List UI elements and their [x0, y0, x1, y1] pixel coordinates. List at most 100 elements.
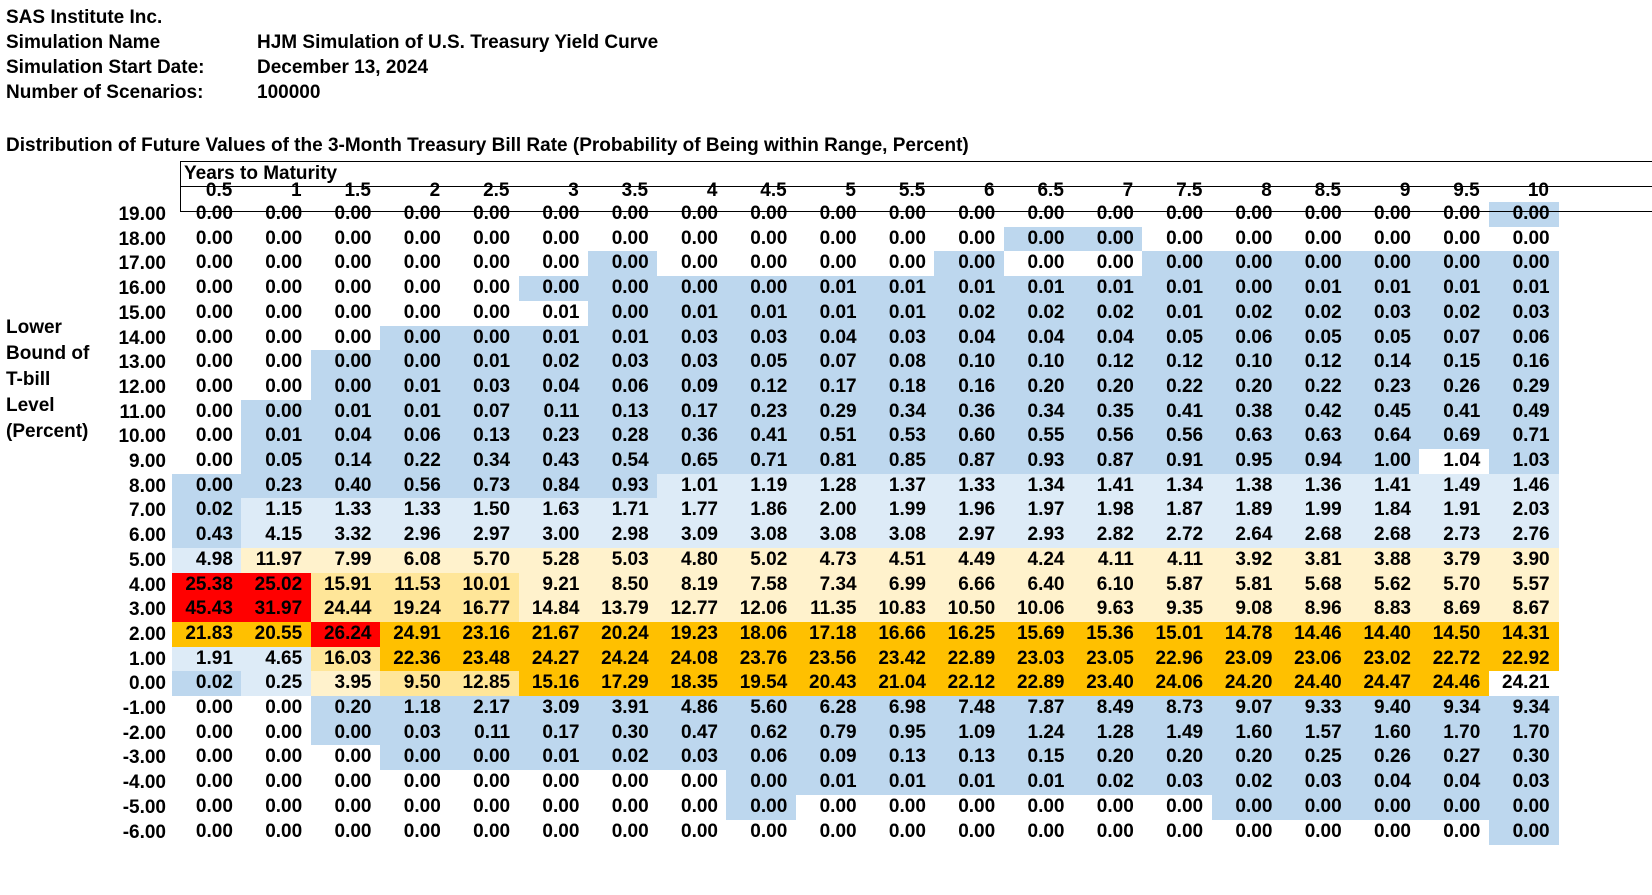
heatmap-cell: 22.36 [379, 646, 450, 672]
heatmap-cell: 0.01 [795, 770, 866, 796]
heatmap-cell: 0.22 [1142, 374, 1213, 401]
x-tick-label: 5.5 [898, 180, 926, 201]
heatmap-cell: 0.00 [1211, 819, 1282, 845]
heatmap-cell: 11.35 [795, 597, 866, 623]
heatmap-cell: 0.34 [865, 399, 935, 425]
heatmap-cell: 0.16 [934, 374, 1005, 401]
heatmap-cell: 0.00 [865, 251, 935, 277]
heatmap-cell: 24.06 [1142, 671, 1213, 697]
y-tick-label: 1.00 [129, 648, 166, 670]
heatmap-cell: 1.00 [1350, 449, 1420, 475]
y-tick-label: 2.00 [129, 623, 166, 645]
heatmap-cell: 0.00 [241, 350, 312, 376]
heatmap-cell: 1.34 [1003, 473, 1074, 499]
heatmap-cell: 0.00 [310, 794, 381, 821]
heatmap-cell: 0.20 [1211, 374, 1282, 401]
heatmap-cell: 0.00 [1488, 819, 1559, 845]
heatmap-cell: 0.00 [172, 745, 242, 771]
heatmap-cell: 0.00 [1350, 226, 1420, 252]
heatmap-cell: 0.04 [795, 325, 866, 351]
heatmap-cell: 5.68 [1280, 572, 1351, 598]
heatmap-cell: 0.01 [795, 300, 866, 327]
heatmap-cell: 0.51 [795, 424, 866, 450]
heatmap-cell: 0.03 [726, 325, 797, 351]
heatmap-cell: 0.01 [795, 276, 866, 302]
heatmap-cell: 1.46 [1488, 473, 1559, 499]
heatmap-cell: 0.00 [172, 696, 242, 722]
heatmap-cell: 15.91 [310, 572, 381, 598]
heatmap-cell: 0.06 [726, 745, 797, 771]
heatmap-cell: 0.01 [1350, 276, 1420, 302]
heatmap-cell: 0.00 [1072, 251, 1143, 277]
heatmap-cell: 0.00 [1350, 251, 1420, 277]
x-tick-label: 2.5 [483, 180, 510, 201]
heatmap-cell: 0.01 [726, 300, 797, 327]
heatmap-cell: 0.00 [310, 202, 381, 228]
heatmap-cell: 0.06 [379, 424, 450, 450]
heatmap-cell: 0.01 [1072, 276, 1143, 302]
heatmap-cell: 0.26 [1350, 745, 1420, 771]
heatmap-cell: 1.50 [449, 498, 520, 524]
heatmap-cell: 0.03 [1280, 770, 1351, 796]
heatmap-cell: 0.87 [934, 449, 1005, 475]
heatmap-cell: 0.00 [379, 226, 450, 252]
heatmap-cell: 0.94 [1280, 449, 1351, 475]
heatmap-cell: 17.29 [587, 671, 658, 697]
x-tick-label: 8.5 [1314, 180, 1342, 201]
heatmap-cell: 0.00 [1003, 251, 1074, 277]
heatmap-cell: 0.00 [1419, 251, 1490, 277]
heatmap-cell: 0.00 [310, 770, 381, 796]
heatmap-cell: 0.02 [1280, 300, 1351, 327]
simulation-name-label: Simulation Name [6, 32, 161, 53]
simulation-name-value: HJM Simulation of U.S. Treasury Yield Cu… [257, 32, 659, 53]
x-tick-label: 1 [291, 180, 302, 201]
heatmap-cell: 1.04 [1419, 449, 1490, 475]
heatmap-cell: 0.00 [241, 720, 312, 746]
heatmap-cell: 1.77 [657, 498, 727, 524]
heatmap-cell: 0.01 [449, 350, 520, 376]
heatmap-cell: 0.04 [310, 424, 381, 450]
heatmap-cell: 2.96 [379, 523, 450, 549]
heatmap-cell: 11.53 [379, 572, 450, 598]
heatmap-cell: 1.19 [726, 473, 797, 499]
heatmap-cell: 0.09 [657, 374, 727, 401]
heatmap-cell: 0.00 [934, 226, 1005, 252]
heatmap-cell: 0.91 [1142, 449, 1213, 475]
heatmap-cell: 0.85 [865, 449, 935, 475]
heatmap-cell: 0.06 [1488, 325, 1559, 351]
heatmap-cell: 8.96 [1280, 597, 1351, 623]
heatmap-cell: 0.00 [310, 745, 381, 771]
heatmap-cell: 0.02 [172, 671, 242, 697]
heatmap-cell: 0.03 [587, 350, 658, 376]
heatmap-cell: 0.00 [587, 794, 658, 821]
heatmap-cell: 0.29 [1488, 374, 1559, 401]
heatmap-cell: 2.97 [934, 523, 1005, 549]
heatmap-cell: 7.34 [795, 572, 866, 598]
heatmap-cell: 15.01 [1142, 621, 1213, 648]
heatmap-cell: 0.02 [587, 745, 658, 771]
heatmap-cell: 0.04 [1003, 325, 1074, 351]
heatmap-cell: 0.07 [449, 399, 520, 425]
heatmap-cell: 0.00 [172, 374, 242, 401]
heatmap-cell: 0.00 [449, 202, 520, 228]
heatmap-cell: 9.07 [1211, 696, 1282, 722]
heatmap-cell: 0.17 [518, 720, 589, 746]
heatmap-cell: 6.10 [1072, 572, 1143, 598]
heatmap-cell: 0.36 [934, 399, 1005, 425]
x-tick-label: 7 [1122, 180, 1134, 201]
heatmap-cell: 1.60 [1350, 720, 1420, 746]
heatmap-cell: 0.00 [518, 794, 589, 821]
y-tick-label: 12.00 [118, 376, 166, 398]
heatmap-cell: 0.04 [1072, 325, 1143, 351]
heatmap-cell: 0.05 [241, 449, 312, 475]
y-tick-label: 17.00 [118, 253, 166, 275]
heatmap-cell: 0.00 [795, 202, 866, 228]
heatmap-cell: 0.00 [657, 276, 727, 302]
heatmap-cell: 9.21 [518, 572, 589, 598]
y-tick-label: 18.00 [118, 228, 166, 250]
heatmap-cell: 23.42 [865, 646, 935, 672]
heatmap-cell: 0.00 [1488, 202, 1559, 228]
heatmap-cell: 0.00 [726, 251, 797, 277]
x-tick-label: 8 [1261, 180, 1272, 201]
heatmap-cell: 0.55 [1003, 424, 1074, 450]
